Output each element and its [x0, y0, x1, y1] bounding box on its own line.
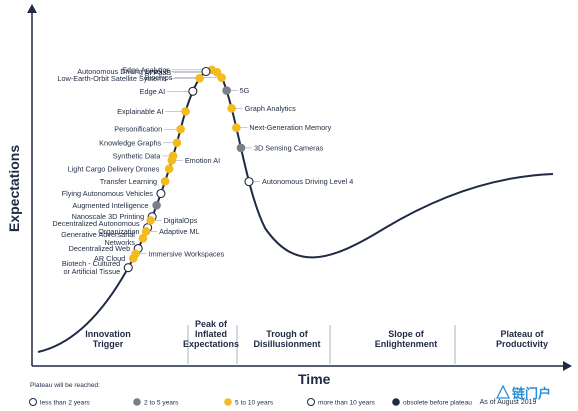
data-point [236, 143, 246, 153]
point-label: Generative Adversarial [61, 230, 135, 239]
phase-label: Innovation [85, 329, 131, 339]
data-point [172, 138, 182, 148]
logo-text: 链门户 [511, 386, 551, 402]
phase-label: Expectations [183, 339, 239, 349]
point-label: Adaptive ML [159, 227, 200, 236]
data-point [123, 263, 133, 273]
data-point [164, 164, 174, 174]
data-point [160, 177, 170, 186]
data-point [201, 66, 211, 77]
data-point [167, 155, 177, 165]
point-label: AR Cloud [94, 254, 125, 263]
point-label: Edge Analytics [122, 65, 170, 74]
point-label: Knowledge Graphs [99, 138, 161, 147]
as-of-date: As of August 2019 [480, 399, 537, 406]
data-point [138, 234, 148, 243]
point-label: Explainable AI [117, 107, 163, 116]
data-point [244, 177, 254, 187]
y-axis-arrow-icon [27, 4, 37, 13]
legend-label: obsolete before plateau [403, 400, 472, 407]
point-label: AI PaaS [144, 68, 171, 77]
x-axis-title: Time [298, 371, 331, 387]
point-label: Flying Autonomous Vehicles [62, 189, 154, 198]
legend-label: 5 to 10 years [235, 400, 274, 407]
data-point [156, 188, 166, 199]
point-label: or Artificial Tissue [63, 267, 120, 276]
point-label: Graph Analytics [245, 104, 296, 113]
phase-label: Enlightenment [375, 339, 438, 349]
legend-swatch [307, 398, 315, 406]
point-label: Personification [114, 125, 162, 134]
data-point [181, 107, 190, 116]
data-point [217, 73, 226, 82]
point-label: Decentralized Autonomous [52, 219, 140, 228]
legend-swatch [392, 398, 400, 406]
data-point [141, 226, 151, 236]
data-point [227, 104, 236, 113]
phase-dividers [187, 325, 456, 364]
point-label: Next-Generation Memory [249, 123, 331, 132]
phase-label: Productivity [496, 339, 548, 349]
phase-label: Peak of [195, 319, 228, 329]
data-point [232, 123, 241, 133]
point-label: Synthetic Data [113, 151, 161, 160]
point-label: Edge AI [140, 87, 166, 96]
data-point [195, 73, 204, 83]
phase-label: Inflated [195, 329, 227, 339]
watermark-logo: 链门户 [495, 384, 551, 402]
point-label: Nanoscale 3D Printing [72, 212, 145, 221]
phase-label: Trigger [93, 339, 124, 349]
point-label: Autonomous Driving Level 4 [262, 177, 353, 186]
legend-title: Plateau will be reached: [30, 382, 100, 389]
point-label: Light Cargo Delivery Drones [68, 164, 160, 173]
legend: Plateau will be reached: less than 2 yea… [29, 382, 472, 407]
point-label: Organization [98, 227, 139, 236]
data-points [123, 65, 254, 273]
logo-icon [495, 384, 511, 399]
legend-swatch [133, 398, 141, 406]
data-point [176, 124, 185, 134]
point-label: Emotion AI [185, 156, 220, 165]
point-label: Biotech - Cultured [62, 259, 120, 268]
x-axis-arrow-icon [563, 361, 572, 371]
legend-label: 2 to 5 years [144, 400, 179, 407]
point-label: Networks [105, 238, 136, 247]
point-label: 3D Sensing Cameras [254, 143, 324, 152]
point-label: Low-Earth-Orbit Satellite Systems [57, 74, 167, 83]
data-point [131, 249, 140, 259]
legend-label: more than 10 years [318, 400, 376, 407]
phase-label: Slope of [388, 329, 425, 339]
point-label: Augmented Intelligence [72, 201, 148, 210]
legend-swatch [224, 398, 232, 406]
point-label: DigitalOps [164, 216, 198, 225]
point-label: 5G [240, 86, 250, 95]
data-point [146, 216, 155, 225]
point-label: Autonomous Driving Level 5 [77, 67, 168, 76]
phase-label: Trough of [266, 329, 308, 339]
axes: Expectations Time [6, 4, 572, 387]
point-label: Transfer Learning [100, 177, 157, 186]
legend-swatch [29, 398, 37, 406]
data-point [152, 200, 161, 210]
phase-label: Disillusionment [253, 339, 320, 349]
point-label: Immersive Workspaces [149, 249, 225, 258]
data-point [222, 86, 231, 95]
data-point [188, 86, 198, 96]
phase-label: Plateau of [500, 329, 544, 339]
y-axis-title: Expectations [6, 145, 22, 232]
legend-label: less than 2 years [40, 400, 91, 407]
point-label: Decentralized Web [69, 244, 131, 253]
point-label: Biochips [145, 73, 173, 82]
